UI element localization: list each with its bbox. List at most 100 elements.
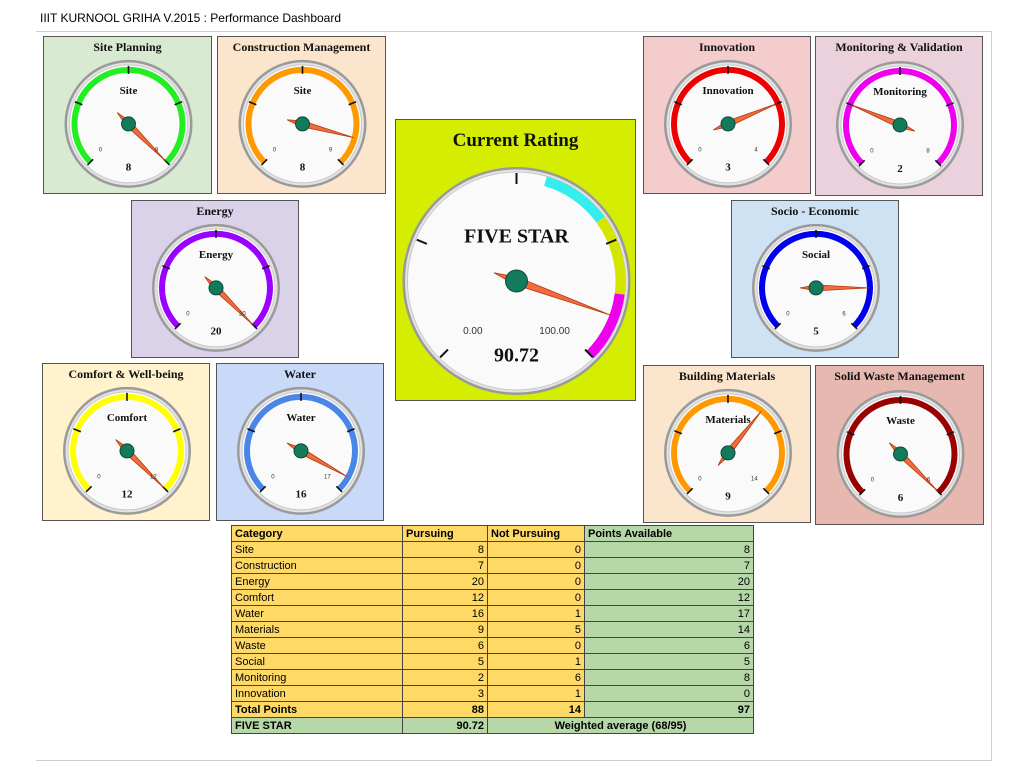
gauge-label: Water (286, 412, 315, 424)
cell-category: Water (231, 605, 403, 622)
gauge-panel-solid-waste-management: Solid Waste Management 0 6 Waste 6 (815, 365, 984, 525)
gauge-tick (162, 264, 171, 270)
table-row: Site 8 0 8 (231, 541, 754, 558)
gauge-hub (208, 280, 224, 296)
cell-points-available: 17 (584, 605, 754, 622)
gauge-tick (686, 487, 694, 495)
gauge-tick (247, 427, 256, 433)
gauge-hub (295, 116, 310, 132)
cell-points-available: 6 (584, 637, 754, 654)
sheet-top-border (36, 31, 992, 32)
gauge-hub (119, 443, 135, 459)
gauge-min-label: 0.00 (463, 326, 483, 337)
gauge-max-label: 12 (150, 474, 157, 480)
cell-pursuing: 20 (402, 573, 488, 590)
cell-pursuing: 3 (402, 685, 488, 702)
gauge-min-label: 0 (698, 476, 702, 482)
cell-points-available: 8 (584, 669, 754, 686)
gauge-min-label: 0 (871, 478, 875, 484)
gauge-solid-waste-management: 0 6 Waste 6 (836, 390, 965, 518)
gauge-panel-innovation: Innovation 0 4 Innovation 3 (643, 36, 811, 194)
gauge-tick (674, 429, 683, 435)
gauge-tick (858, 159, 866, 167)
gauge-panel-building-materials: Building Materials 0 14 Materials 9 (643, 365, 811, 523)
gauge-socio-economic: 0 6 Social 5 (752, 223, 880, 352)
gauge-tick (439, 348, 449, 359)
gauge-max-label: 100.00 (539, 326, 570, 337)
gauge-label: Site (120, 85, 138, 97)
gauge-tick (846, 431, 855, 436)
gauge-label: Site (294, 85, 312, 97)
gauge-tick (605, 238, 617, 245)
gauge-title: Comfort & Well-being (68, 367, 184, 381)
gauge-max-label: 17 (324, 474, 331, 480)
header-pursuing: Pursuing (402, 525, 488, 542)
gauge-tick (259, 485, 267, 493)
gauge-tick (74, 100, 83, 106)
gauge-tick (260, 158, 268, 166)
cell-category: Waste (231, 637, 403, 654)
gauge-title: Site Planning (93, 40, 162, 54)
cell-weighted-average-note: Weighted average (68/95) (487, 717, 754, 734)
gauge-comfort-well-being: 0 12 Comfort 12 (63, 386, 191, 515)
gauge-tick (346, 427, 355, 433)
table-header-row: Category Pursuing Not Pursuing Points Av… (231, 525, 754, 542)
gauge-value: 16 (296, 489, 308, 501)
gauge-value: 20 (211, 326, 223, 338)
gauge-panel-site-planning: Site Planning 0 8 Site 8 (43, 36, 212, 194)
cell-category: Construction (231, 557, 403, 574)
gauge-hub (720, 445, 736, 461)
gauge-label: Waste (886, 415, 915, 427)
cell-points-available: 7 (584, 557, 754, 574)
gauge-value: 90.72 (494, 344, 539, 366)
sheet-right-border (991, 31, 992, 761)
cell-pursuing: 7 (402, 557, 488, 574)
gauge-site-planning: 0 8 Site 8 (64, 59, 193, 188)
gauge-max-label: 14 (751, 476, 758, 482)
gauge-value: 5 (813, 326, 819, 338)
gauge-value: 8 (300, 162, 306, 174)
gauge-max-label: 9 (329, 147, 333, 153)
table-row: Waste 6 0 6 (231, 637, 754, 654)
table-row: Construction 7 0 7 (231, 557, 754, 574)
gauge-min-label: 0 (186, 311, 190, 317)
gauge-value: 12 (122, 489, 134, 501)
cell-category: Site (231, 541, 403, 558)
cell-total-not-pursuing: 14 (487, 701, 585, 718)
gauge-hub (293, 443, 309, 459)
gauge-title: Socio - Economic (771, 204, 859, 218)
gauge-tick (762, 264, 771, 270)
cell-points-available: 14 (584, 621, 754, 638)
gauge-hub (893, 446, 908, 462)
gauge-construction-management: 0 9 Site 8 (238, 59, 367, 188)
gauge-title: Solid Waste Management (834, 369, 965, 383)
gauge-tick (934, 159, 942, 167)
cell-category: Comfort (231, 589, 403, 606)
gauge-min-label: 0 (870, 149, 874, 155)
gauge-tick (762, 158, 770, 166)
cell-pursuing: 16 (402, 605, 488, 622)
cell-points-available: 5 (584, 653, 754, 670)
gauge-tick (73, 427, 82, 433)
gauge-tick (774, 322, 782, 330)
cell-category: Monitoring (231, 669, 403, 686)
cell-category: Innovation (231, 685, 403, 702)
gauge-label: FIVE STAR (464, 226, 569, 248)
gauge-max-label: 20 (239, 311, 246, 317)
cell-not-pursuing: 1 (487, 605, 585, 622)
cell-total-label: Total Points (231, 701, 403, 718)
gauge-value: 3 (725, 162, 731, 174)
table-row: Water 16 1 17 (231, 605, 754, 622)
cell-points-available: 8 (584, 541, 754, 558)
gauge-hub (720, 116, 736, 132)
table-row: Energy 20 0 20 (231, 573, 754, 590)
cell-not-pursuing: 0 (487, 589, 585, 606)
gauge-min-label: 0 (97, 474, 101, 480)
gauge-panel-monitoring-validation: Monitoring & Validation 0 8 Monitoring 2 (815, 36, 983, 196)
gauge-label: Social (802, 249, 830, 261)
gauge-value: 9 (725, 491, 731, 503)
header-not-pursuing: Not Pursuing (487, 525, 585, 542)
table-row: Social 5 1 5 (231, 653, 754, 670)
gauge-tick (946, 431, 955, 436)
header-points-available: Points Available (584, 525, 754, 542)
